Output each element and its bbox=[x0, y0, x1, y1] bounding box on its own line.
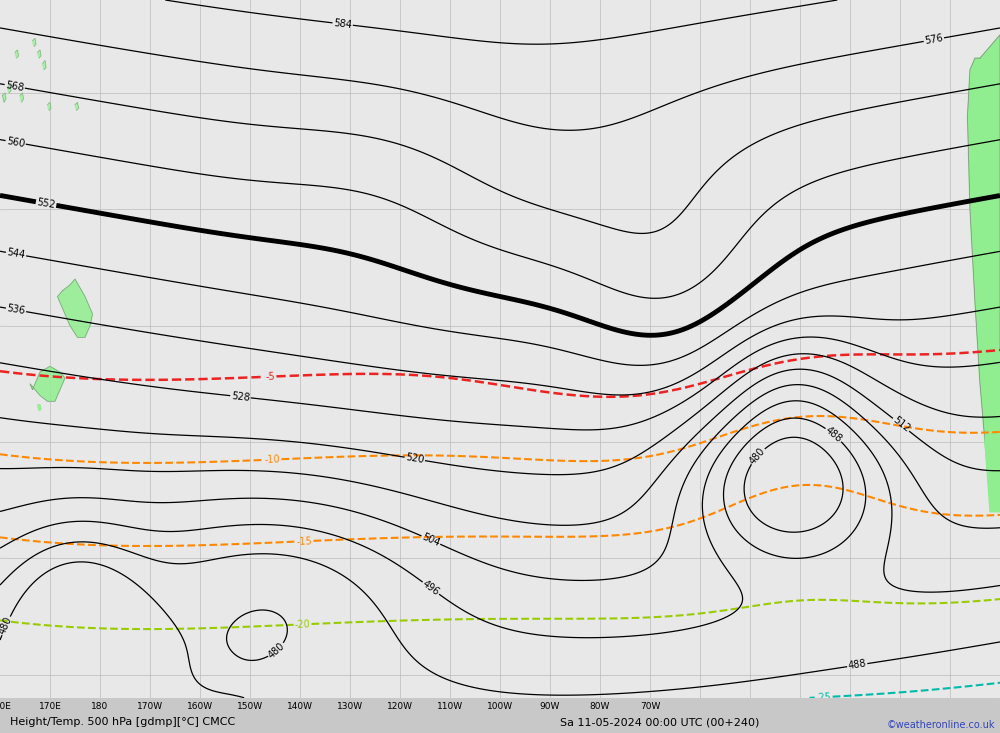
Polygon shape bbox=[15, 50, 18, 58]
Polygon shape bbox=[58, 279, 92, 337]
Polygon shape bbox=[2, 93, 6, 103]
Polygon shape bbox=[30, 366, 65, 401]
Text: 150W: 150W bbox=[237, 702, 263, 711]
Text: 512: 512 bbox=[891, 415, 911, 435]
Polygon shape bbox=[32, 38, 36, 46]
Text: 130W: 130W bbox=[337, 702, 363, 711]
Text: Height/Temp. 500 hPa [gdmp][°C] CMCC: Height/Temp. 500 hPa [gdmp][°C] CMCC bbox=[10, 718, 235, 727]
Text: -25: -25 bbox=[815, 692, 832, 702]
Polygon shape bbox=[985, 349, 1000, 512]
Text: 90W: 90W bbox=[540, 702, 560, 711]
Polygon shape bbox=[8, 85, 11, 93]
Polygon shape bbox=[968, 35, 1000, 512]
Text: 536: 536 bbox=[6, 303, 26, 317]
Text: 160W: 160W bbox=[187, 702, 213, 711]
Text: 584: 584 bbox=[333, 18, 352, 30]
Text: ©weatheronline.co.uk: ©weatheronline.co.uk bbox=[887, 721, 995, 730]
Text: 480: 480 bbox=[0, 616, 14, 636]
Text: Sa 11-05-2024 00:00 UTC (00+240): Sa 11-05-2024 00:00 UTC (00+240) bbox=[560, 718, 759, 727]
Text: 560: 560 bbox=[6, 136, 26, 149]
Text: 480: 480 bbox=[748, 446, 767, 466]
Polygon shape bbox=[38, 405, 41, 410]
Text: 520: 520 bbox=[405, 452, 425, 465]
Polygon shape bbox=[20, 93, 24, 103]
Text: 488: 488 bbox=[847, 659, 867, 671]
Text: 528: 528 bbox=[231, 391, 250, 402]
Text: 544: 544 bbox=[6, 248, 26, 261]
Text: 170W: 170W bbox=[137, 702, 163, 711]
Text: 576: 576 bbox=[924, 33, 944, 46]
Text: -15: -15 bbox=[296, 536, 313, 547]
Text: 180: 180 bbox=[91, 702, 109, 711]
Text: 568: 568 bbox=[5, 80, 25, 93]
Text: 170E: 170E bbox=[39, 702, 61, 711]
Text: 160E: 160E bbox=[0, 702, 11, 711]
Text: 100W: 100W bbox=[487, 702, 513, 711]
Text: 120W: 120W bbox=[387, 702, 413, 711]
Text: 140W: 140W bbox=[287, 702, 313, 711]
Text: -10: -10 bbox=[264, 454, 281, 465]
Polygon shape bbox=[38, 50, 41, 58]
Text: -5: -5 bbox=[265, 372, 276, 382]
Polygon shape bbox=[42, 61, 46, 70]
Text: 70W: 70W bbox=[640, 702, 660, 711]
Polygon shape bbox=[48, 103, 51, 111]
Text: 496: 496 bbox=[421, 578, 441, 597]
Text: 480: 480 bbox=[266, 641, 287, 660]
Text: 488: 488 bbox=[823, 425, 844, 444]
Text: 504: 504 bbox=[420, 531, 441, 548]
Text: -20: -20 bbox=[294, 619, 311, 630]
Text: 552: 552 bbox=[36, 197, 56, 210]
Polygon shape bbox=[75, 103, 78, 111]
Text: 80W: 80W bbox=[590, 702, 610, 711]
Text: 110W: 110W bbox=[437, 702, 463, 711]
